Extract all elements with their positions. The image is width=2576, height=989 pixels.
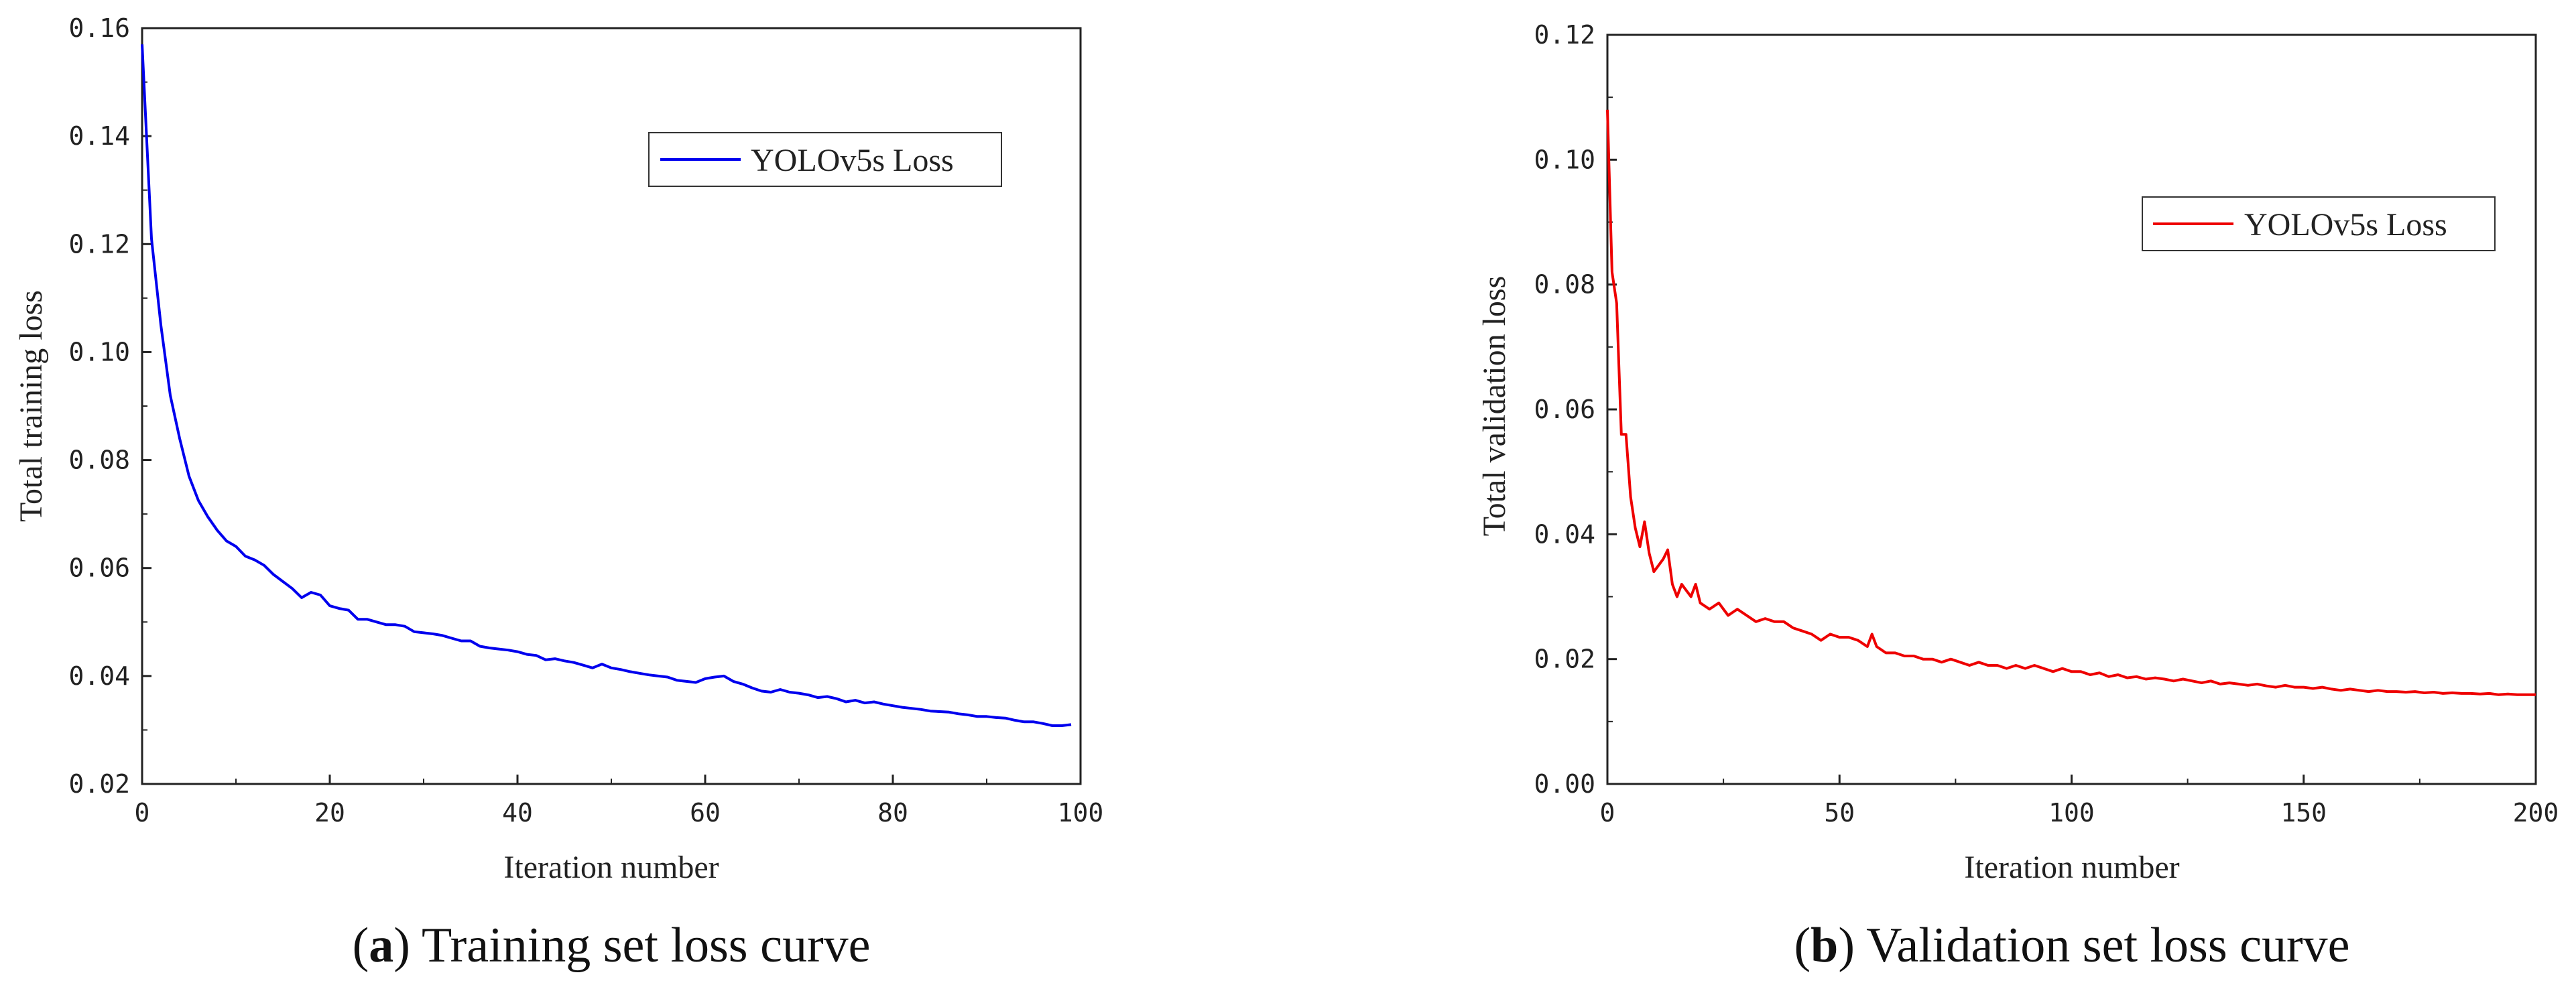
y-tick-label: 0.10 xyxy=(1534,145,1595,174)
caption-b-text: Validation set loss curve xyxy=(1855,918,2350,973)
panel-a-training-loss: 0.02 0.04 0.06 0.08 0.10 0.12 0.14 0.16 0 20 40 60… xyxy=(13,13,1103,973)
y-tick-label: 0.06 xyxy=(68,553,130,583)
y-tick-label: 0.02 xyxy=(1534,645,1595,674)
y-tick-labels-b: 0.00 0.02 0.04 0.06 0.08 0.10 0.12 xyxy=(1534,20,1595,799)
y-tick-labels-a: 0.02 0.04 0.06 0.08 0.10 0.12 0.14 0.16 xyxy=(68,13,130,799)
loss-series-line xyxy=(1606,109,2536,696)
y-tick-label: 0.04 xyxy=(1534,519,1595,549)
x-tick-labels-b: 0 50 100 150 200 xyxy=(1600,798,2559,828)
panel-b-validation-loss: 0.00 0.02 0.04 0.06 0.08 0.10 0.12 0 50 100 150 20… xyxy=(1477,20,2559,973)
y-tick-label: 0.08 xyxy=(68,446,130,475)
caption-b-open-paren: ( xyxy=(1794,918,1811,973)
y-tick-label: 0.06 xyxy=(1534,395,1595,424)
x-tick-label: 40 xyxy=(502,798,533,828)
y-tick-label: 0.10 xyxy=(68,337,130,367)
x-tick-label: 60 xyxy=(690,798,721,828)
y-tick-label: 0.00 xyxy=(1534,769,1595,799)
x-axis-title-b: Iteration number xyxy=(1964,850,2179,885)
x-tick-label: 0 xyxy=(135,798,150,828)
legend-label-b: YOLOv5s Loss xyxy=(2244,207,2447,243)
legend-a: YOLOv5s Loss xyxy=(648,132,1002,187)
y-tick-label: 0.08 xyxy=(1534,270,1595,300)
caption-a-text: Training set loss curve xyxy=(410,918,871,973)
y-tick-label: 0.14 xyxy=(68,121,130,151)
caption-a-letter: a xyxy=(369,918,393,973)
y-tick-label: 0.16 xyxy=(68,13,130,43)
y-tick-label: 0.12 xyxy=(68,229,130,259)
caption-b: (b) Validation set loss curve xyxy=(1794,918,2350,973)
legend-b: YOLOv5s Loss xyxy=(2142,196,2496,251)
y-tick-label: 0.04 xyxy=(68,661,130,691)
caption-a: (a) Training set loss curve xyxy=(353,918,871,973)
caption-a-open-paren: ( xyxy=(353,918,369,973)
caption-b-letter: b xyxy=(1811,918,1838,973)
legend-label-a: YOLOv5s Loss xyxy=(751,143,954,178)
y-tick-label: 0.12 xyxy=(1534,20,1595,50)
series-b xyxy=(1606,109,2536,696)
x-tick-labels-a: 0 20 40 60 80 100 xyxy=(135,798,1104,828)
x-tick-label: 0 xyxy=(1600,798,1615,828)
x-tick-label: 20 xyxy=(314,798,345,828)
x-tick-label: 150 xyxy=(2280,798,2327,828)
x-tick-label: 100 xyxy=(1058,798,1104,828)
x-tick-label: 200 xyxy=(2513,798,2559,828)
x-tick-label: 100 xyxy=(2048,798,2095,828)
loss-series-line xyxy=(141,44,1072,727)
y-axis-title-a: Total training loss xyxy=(13,290,49,522)
caption-a-close-paren: ) xyxy=(393,918,410,973)
x-tick-label: 80 xyxy=(877,798,908,828)
x-axis-title-a: Iteration number xyxy=(503,850,719,885)
series-a xyxy=(141,44,1072,727)
x-tick-label: 50 xyxy=(1824,798,1855,828)
y-tick-label: 0.02 xyxy=(68,769,130,799)
caption-b-close-paren: ) xyxy=(1838,918,1855,973)
y-axis-title-b: Total validation loss xyxy=(1477,276,1512,537)
